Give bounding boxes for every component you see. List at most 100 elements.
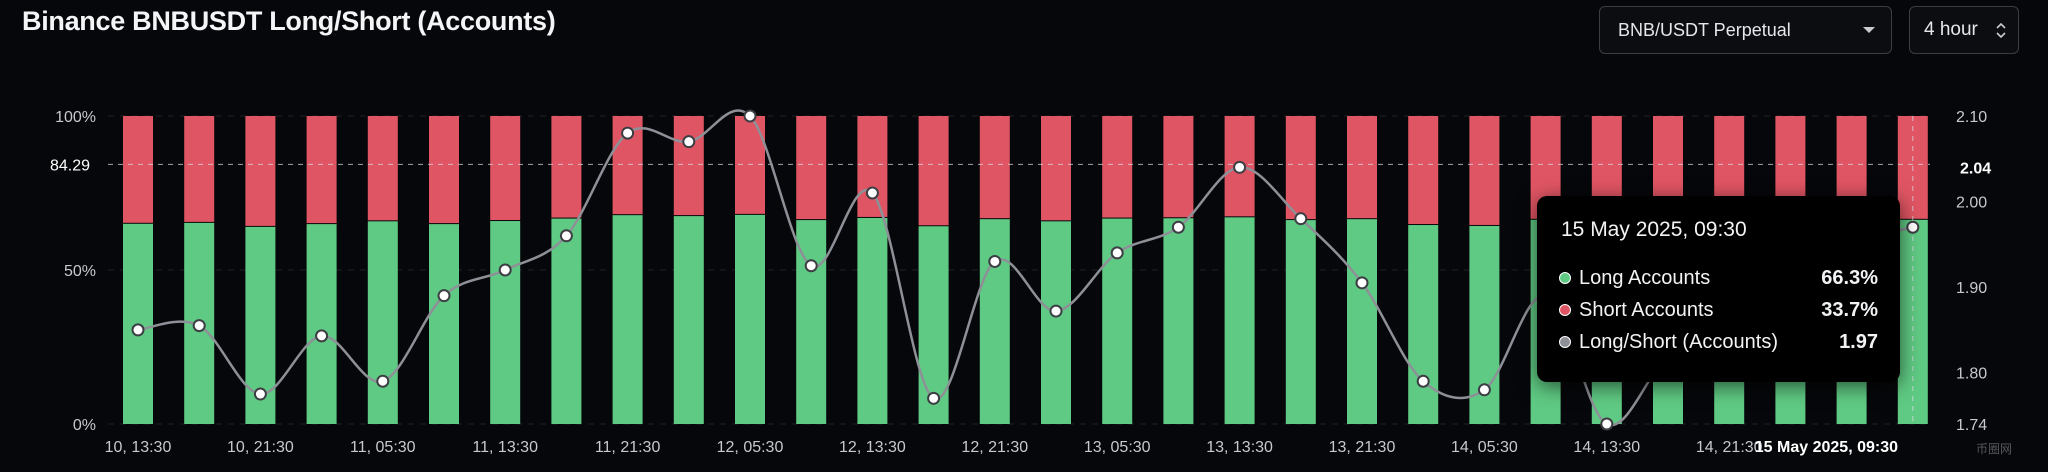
long-bar — [857, 217, 888, 424]
long-bar — [735, 214, 765, 424]
grid-lines — [108, 115, 1930, 425]
tooltip-short-value: 33.7% — [1821, 298, 1878, 321]
chart-tooltip: 15 May 2025, 09:30 Long Accounts 66.3% S… — [1537, 196, 1900, 382]
short-bar — [184, 116, 215, 222]
x-tick-label: 10, 13:30 — [105, 439, 172, 456]
x-tick-label: 10, 21:30 — [227, 439, 294, 456]
short-bar — [245, 116, 276, 226]
ratio-point — [621, 126, 635, 140]
short-dot-icon — [1559, 304, 1571, 316]
ratio-point — [1477, 383, 1491, 397]
right-tick-label: 1.74 — [1956, 417, 1987, 434]
left-tick-label: 0% — [73, 417, 96, 434]
interval-select[interactable]: 4 hour — [1909, 6, 2019, 54]
long-bar — [429, 224, 459, 424]
crosshair — [108, 116, 1930, 424]
right-tick-label: 1.80 — [1956, 366, 1987, 383]
x-tick-label: 11, 21:30 — [595, 439, 661, 456]
ratio-point — [1110, 246, 1124, 260]
x-tick-label: 11, 13:30 — [472, 439, 538, 456]
ratio-point — [804, 259, 818, 273]
left-crosshair-label: 84.29 — [50, 157, 90, 174]
short-bar — [306, 116, 337, 224]
long-bar — [490, 221, 521, 424]
short-bar — [1347, 116, 1377, 219]
x-tick-label: 12, 13:30 — [839, 439, 906, 456]
x-tick-label: 13, 21:30 — [1329, 439, 1396, 456]
ratio-point — [1171, 220, 1185, 234]
tooltip-time: 15 May 2025, 09:30 — [1561, 218, 1747, 241]
ratio-point — [1416, 374, 1430, 388]
market-select[interactable]: BNB/USDT Perpetual — [1599, 6, 1892, 54]
long-bar — [306, 224, 337, 424]
ratio-point — [1355, 276, 1369, 290]
long-bar — [1408, 225, 1439, 424]
long-bar — [551, 218, 582, 424]
interval-select-label: 4 hour — [1924, 19, 1978, 40]
long-bar — [918, 226, 949, 424]
right-tick-label: 1.90 — [1956, 280, 1987, 297]
chevron-down-icon — [1863, 27, 1875, 33]
long-bar — [979, 219, 1010, 424]
x-tick-label: 15 May 2025, 09:30 — [1755, 439, 1898, 456]
ratio-point — [437, 289, 451, 303]
short-bar — [857, 116, 888, 217]
tooltip-ratio-label: Long/Short (Accounts) — [1579, 330, 1778, 353]
short-bar — [918, 116, 949, 226]
tooltip-long-value: 66.3% — [1821, 266, 1878, 289]
x-tick-label: 12, 05:30 — [717, 439, 784, 456]
ratio-point — [927, 391, 941, 405]
ratio-dot-icon — [1559, 336, 1571, 348]
ratio-point — [1294, 212, 1308, 226]
ratio-point — [988, 254, 1002, 268]
x-tick-label: 11, 05:30 — [350, 439, 416, 456]
tooltip-long-label: Long Accounts — [1579, 266, 1711, 289]
x-tick-label: 14, 13:30 — [1573, 439, 1640, 456]
long-bar — [1224, 217, 1255, 424]
long-bar — [1347, 219, 1377, 424]
ratio-point — [1049, 304, 1063, 318]
ratio-point — [682, 135, 696, 149]
left-tick-label: 100% — [55, 109, 96, 126]
long-bar — [1163, 218, 1194, 424]
long-bar — [367, 221, 398, 424]
right-crosshair-label: 2.04 — [1960, 160, 1991, 177]
x-tick-label: 12, 21:30 — [961, 439, 1028, 456]
ratio-point — [1233, 160, 1247, 174]
short-bar — [1041, 116, 1071, 221]
x-tick-label: 13, 05:30 — [1084, 439, 1151, 456]
long-dot-icon — [1559, 272, 1571, 284]
short-bar — [796, 116, 827, 220]
x-tick-label: 14, 05:30 — [1451, 439, 1518, 456]
ratio-point — [865, 186, 879, 200]
watermark: 币圈网 — [1976, 442, 2013, 456]
ratio-point — [376, 374, 390, 388]
right-tick-label: 2.00 — [1956, 195, 1987, 212]
tooltip-row-short: Short Accounts 33.7% — [1559, 294, 1878, 326]
long-bar — [612, 215, 643, 424]
short-bar — [979, 116, 1010, 219]
ratio-point — [192, 319, 206, 333]
tooltip-ratio-value: 1.97 — [1839, 330, 1878, 353]
short-bar — [123, 116, 153, 223]
axes-group: 100% 50% 0% 84.29 2.10 2.00 1.90 1.80 1.74 2.04 10… — [50, 109, 1991, 456]
ratio-point — [315, 329, 329, 343]
tooltip-row-long: Long Accounts 66.3% — [1559, 262, 1878, 294]
short-bar — [1285, 116, 1316, 220]
ratio-point — [743, 109, 757, 123]
ratio-point — [559, 229, 573, 243]
ratio-point — [1600, 417, 1614, 431]
short-bar — [429, 116, 459, 224]
chart-title: Binance BNBUSDT Long/Short (Accounts) — [22, 6, 556, 36]
ratio-point — [131, 323, 145, 337]
long-bar — [1285, 220, 1316, 424]
short-bar — [367, 116, 398, 221]
right-tick-label: 2.10 — [1956, 109, 1987, 126]
x-tick-label: 14, 21:30 — [1696, 439, 1763, 456]
short-bar — [1102, 116, 1133, 218]
ratio-point — [498, 263, 512, 277]
short-bar — [1469, 116, 1500, 225]
chevron-updown-icon — [1996, 22, 2006, 38]
tooltip-short-label: Short Accounts — [1579, 298, 1714, 321]
left-tick-label: 50% — [64, 263, 96, 280]
